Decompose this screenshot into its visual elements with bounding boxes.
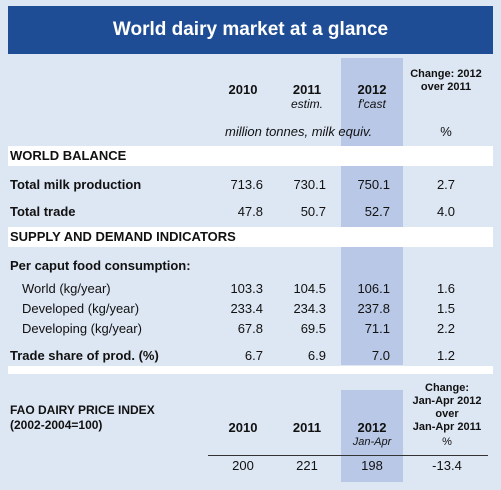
- col-2011: 2011: [292, 82, 322, 97]
- price-index-subheading: (2002-2004=100): [10, 418, 103, 432]
- price-change-line5: %: [442, 436, 452, 448]
- row-label-developing: Developing (kg/year): [22, 321, 142, 336]
- row-label-milk-production: Total milk production: [10, 177, 142, 192]
- row-label-trade-share: Trade share of prod. (%): [10, 348, 159, 363]
- price-col-2011: 2011: [292, 420, 322, 435]
- world-balance-band: [8, 146, 493, 166]
- col-change-line2: over 2011: [420, 81, 472, 93]
- price-2012-highlight: [341, 390, 403, 482]
- col-2011-note: estim.: [290, 97, 323, 111]
- col-change-line1: Change: 2012: [410, 68, 482, 80]
- price-change-line4: Jan-Apr 2011: [412, 421, 482, 433]
- cell-developing-2010: 67.8: [237, 321, 263, 336]
- forecast-column-highlight: [341, 58, 403, 365]
- cell-developing-2012: 71.1: [364, 321, 390, 336]
- price-value-change: -13.4: [432, 458, 462, 473]
- supply-demand-heading: SUPPLY AND DEMAND INDICATORS: [10, 229, 236, 244]
- cell-tradeshare-2011: 6.9: [307, 348, 326, 363]
- units-pct: %: [440, 124, 452, 139]
- col-2010: 2010: [228, 82, 258, 97]
- price-change-line2: Jan-Apr 2012: [412, 395, 482, 407]
- cell-tradeshare-2012: 7.0: [371, 348, 390, 363]
- price-col-2012: 2012: [357, 420, 387, 435]
- per-caput-subheading: Per caput food consumption:: [10, 258, 191, 273]
- cell-tradeshare-2010: 6.7: [244, 348, 263, 363]
- col-2012-note: f'cast: [358, 97, 386, 111]
- cell-trade-2010: 47.8: [237, 204, 263, 219]
- cell-milk-2010: 713.6: [230, 177, 263, 192]
- table-title: World dairy market at a glance: [8, 6, 493, 54]
- col-2012: 2012: [357, 82, 387, 97]
- units-main: million tonnes, milk equiv.: [225, 124, 373, 139]
- price-col-2012-note: Jan-Apr: [352, 436, 392, 448]
- price-rule: [208, 455, 488, 456]
- cell-trade-change: 4.0: [436, 204, 456, 219]
- row-label-developed: Developed (kg/year): [22, 301, 140, 316]
- cell-trade-2012: 52.7: [364, 204, 390, 219]
- cell-trade-2011: 50.7: [300, 204, 326, 219]
- cell-world-2012: 106.1: [357, 281, 390, 296]
- cell-developed-2010: 233.4: [230, 301, 263, 316]
- price-value-2012: 198: [361, 458, 383, 473]
- cell-milk-2012: 750.1: [357, 177, 390, 192]
- price-value-2010: 200: [232, 458, 254, 473]
- cell-developed-2012: 237.8: [357, 301, 390, 316]
- cell-tradeshare-change: 1.2: [436, 348, 456, 363]
- supply-demand-band: [8, 227, 493, 247]
- cell-developing-2011: 69.5: [300, 321, 326, 336]
- cell-milk-2011: 730.1: [293, 177, 326, 192]
- price-change-line3: over: [435, 408, 459, 420]
- cell-world-2010: 103.3: [230, 281, 263, 296]
- price-index-heading: FAO DAIRY PRICE INDEX: [10, 403, 155, 417]
- cell-milk-change: 2.7: [436, 177, 456, 192]
- section-separator: [8, 366, 493, 374]
- row-label-total-trade: Total trade: [10, 204, 76, 219]
- price-col-2010: 2010: [228, 420, 258, 435]
- cell-developing-change: 2.2: [436, 321, 456, 336]
- row-label-world: World (kg/year): [22, 281, 111, 296]
- cell-world-change: 1.6: [436, 281, 456, 296]
- price-value-2011: 221: [296, 458, 318, 473]
- cell-developed-2011: 234.3: [293, 301, 326, 316]
- price-change-line1: Change:: [425, 382, 469, 394]
- cell-developed-change: 1.5: [436, 301, 456, 316]
- world-balance-heading: WORLD BALANCE: [10, 148, 127, 163]
- cell-world-2011: 104.5: [293, 281, 326, 296]
